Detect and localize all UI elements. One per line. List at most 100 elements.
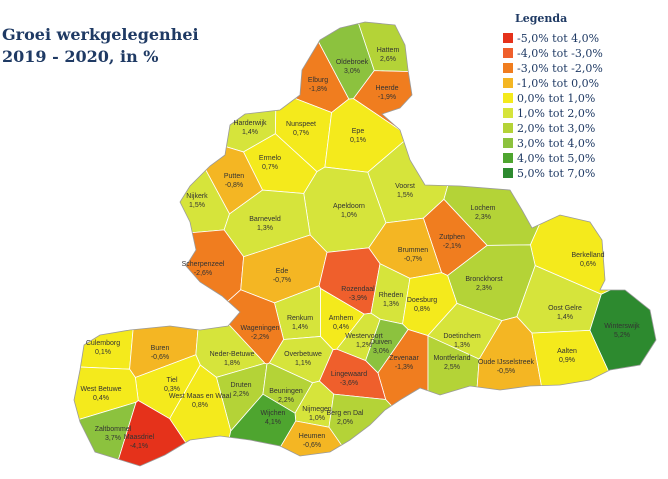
municipality-value: 0,7% [293,130,309,137]
municipality-name: Arnhem [329,315,354,322]
legend-label: 5,0% tot 7,0% [517,167,595,180]
municipality-name: Westervoort [345,333,383,340]
municipality-value: -1,8% [309,86,327,93]
municipality-name: Ede [276,268,289,275]
municipality-name: Wageningen [240,325,279,332]
municipality-name: Oost Gelre [548,305,582,312]
province-outline [73,21,657,467]
legend-swatch [503,93,513,103]
municipality-value: 1,8% [224,360,240,367]
municipality-value: 2,6% [380,56,396,63]
municipality-name: Wijchen [261,410,286,417]
municipality-value: 2,2% [233,391,249,398]
legend-swatch [503,78,513,88]
municipality-value: -3,9% [349,295,367,302]
municipality [101,229,245,318]
municipality-name: Overbetuwe [284,351,322,358]
municipality-name: Hattem [377,47,400,54]
legend-label: 0,0% tot 1,0% [517,92,595,105]
municipality-name: Apeldoorn [333,203,365,210]
municipality-name: Winterswijk [604,323,640,330]
municipality [328,393,447,466]
municipality-name: Zaltbommel [95,426,132,433]
legend-label: -4,0% tot -3,0% [517,47,603,60]
subtitle: 2019 - 2020, in % [2,47,158,66]
municipality-value: 4,1% [265,419,281,426]
municipality-value: 2,3% [475,214,491,221]
municipality-name: Maasdriel [124,434,155,441]
municipality-value: 1,5% [397,192,413,199]
municipality-name: Oude IJsselstreek [478,359,535,366]
legend-label: -1,0% tot 0,0% [517,77,599,90]
municipality-name: Zevenaar [389,355,419,362]
municipality-value: 0,1% [95,349,111,356]
municipality-name: Zutphen [439,234,465,241]
municipality-value: 1,4% [242,129,258,136]
municipality-value: 1,4% [292,324,308,331]
municipality-value: -0,6% [303,442,321,449]
municipality-labels: Hattem 2,6% Oldebroek 3,0% Elburg -1,8% Heerde… [80,47,640,450]
municipality-name: Rozendaal [341,286,375,293]
municipality-value: 1,2% [356,342,372,349]
legend-swatch [503,138,513,148]
municipality-name: Elburg [308,77,328,84]
legend-label: -3,0% tot -2,0% [517,62,603,75]
municipality-name: Montferland [434,355,471,362]
municipality-name: Brummen [398,247,428,254]
legend-label: 4,0% tot 5,0% [517,152,595,165]
municipality-value: 1,0% [309,415,325,422]
title: Groei werkgelegenhei [2,25,199,44]
municipality-name: Doesburg [407,297,437,304]
municipality-value: 0,8% [192,402,208,409]
municipality-value: 2,2% [278,397,294,404]
municipality-name: Barneveld [249,216,281,223]
municipality-value: 0,4% [93,395,109,402]
municipality-value: 2,3% [476,285,492,292]
municipality-name: Heerde [376,85,399,92]
municipality-name: Renkum [287,315,313,322]
municipality-value: 0,8% [414,306,430,313]
municipality-name: Heumen [299,433,326,440]
municipality-name: Berg en Dal [327,410,364,417]
legend-swatch [503,63,513,73]
municipality-name: Harderwijk [233,120,267,127]
legend-label: 1,0% tot 2,0% [517,107,595,120]
municipality-value: -2,2% [251,334,269,341]
municipality-name: Culemborg [86,340,120,347]
municipality-name: Rheden [379,292,404,299]
municipality-value: -0,7% [404,256,422,263]
municipality-value: -4,1% [130,443,148,450]
municipality-value: 0,9% [559,357,575,364]
municipality-name: Beuningen [269,388,303,395]
legend-label: 3,0% tot 4,0% [517,137,595,150]
municipality-name: Buren [151,345,170,352]
municipality-name: Lingewaard [331,371,367,378]
legend-swatch [503,48,513,58]
municipality-value: 1,4% [557,314,573,321]
municipality-name: Bronckhorst [465,276,502,283]
municipality-value: 1,3% [383,301,399,308]
municipality-name: Oldebroek [336,59,369,66]
municipality-value: 2,0% [337,419,353,426]
municipality-name: Nunspeet [286,121,316,128]
municipality-name: Epe [352,128,365,135]
municipality-name: West Maas en Waal [169,393,232,400]
municipality-value: 5,2% [614,332,630,339]
municipality-value: 3,0% [344,68,360,75]
municipality-name: Doetinchem [443,333,481,340]
municipality-value: -3,6% [340,380,358,387]
legend-label: 2,0% tot 3,0% [517,122,595,135]
municipality-name: Nijmegen [302,406,332,413]
municipality-name: Duiven [370,339,392,346]
legend-swatch [503,153,513,163]
municipality-name: Aalten [557,348,577,355]
municipality-name: Nijkerk [186,193,208,200]
municipality [74,22,277,153]
legend: -5,0% tot 4,0% -4,0% tot -3,0% -3,0% tot -… [503,32,603,180]
municipality-value: 3,0% [373,348,389,355]
municipality-name: Lochem [471,205,496,212]
legend-swatch [503,168,513,178]
municipality-value: 1,3% [257,225,273,232]
municipality-name: Putten [224,173,244,180]
municipality-value: 1,1% [295,360,311,367]
